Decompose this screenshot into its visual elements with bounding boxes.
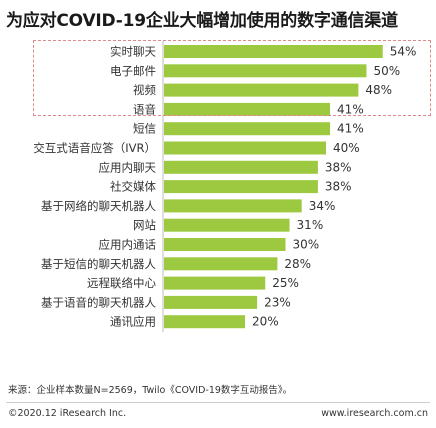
bar <box>164 276 266 290</box>
bar <box>164 141 326 155</box>
category-label: 视频 <box>133 83 156 97</box>
value-label: 40% <box>333 141 360 155</box>
bar <box>164 102 331 116</box>
bar <box>164 315 245 329</box>
bar-chart: 实时聊天 54% 电子邮件 50% 视频 48% 语音 41% 短信 41% 交互式语音应答（IVR… <box>33 41 417 333</box>
category-label: 实时聊天 <box>110 45 156 59</box>
value-label: 25% <box>272 276 299 290</box>
bar <box>164 295 258 309</box>
footer-divider <box>6 402 430 403</box>
bar <box>164 122 331 136</box>
value-label: 41% <box>337 122 364 136</box>
bar <box>164 199 302 213</box>
bar <box>164 45 383 58</box>
category-label: 基于语音的聊天机器人 <box>41 295 156 309</box>
bar <box>164 180 318 194</box>
value-label: 28% <box>284 257 311 271</box>
category-label: 应用内通话 <box>99 238 157 252</box>
category-label: 远程联络中心 <box>87 276 156 290</box>
category-label: 电子邮件 <box>110 64 156 78</box>
category-label: 短信 <box>133 122 156 136</box>
category-label: 交互式语音应答（IVR） <box>33 141 156 155</box>
value-label: 54% <box>390 45 417 59</box>
bar <box>164 83 359 97</box>
bar <box>164 218 290 232</box>
value-label: 23% <box>264 295 291 309</box>
category-label: 基于短信的聊天机器人 <box>41 257 156 271</box>
category-label: 语音 <box>133 102 156 116</box>
value-label: 38% <box>325 160 352 174</box>
category-label: 网站 <box>133 218 156 232</box>
copyright: ©2020.12 iResearch Inc. <box>8 408 127 419</box>
category-label: 应用内聊天 <box>99 160 157 174</box>
chart-title: 为应对COVID-19企业大幅增加使用的数字通信渠道 <box>6 11 398 31</box>
bar <box>164 238 286 251</box>
source-note: 来源：企业样本数量N=2569，Twilo《COVID-19数字互动报告》。 <box>8 385 293 396</box>
value-label: 31% <box>297 218 324 232</box>
website: www.iresearch.com.cn <box>321 408 428 419</box>
value-label: 41% <box>337 102 364 116</box>
value-label: 20% <box>252 315 279 329</box>
category-label: 社交媒体 <box>110 180 156 194</box>
value-label: 48% <box>365 83 392 97</box>
bar <box>164 160 318 174</box>
bar <box>164 257 278 271</box>
highlight-box <box>33 40 431 116</box>
category-label: 通讯应用 <box>110 315 156 329</box>
value-label: 30% <box>293 238 320 252</box>
category-label: 基于网络的聊天机器人 <box>41 199 156 213</box>
value-label: 50% <box>374 64 401 78</box>
value-label: 34% <box>309 199 336 213</box>
bar <box>164 64 367 78</box>
value-label: 38% <box>325 180 352 194</box>
